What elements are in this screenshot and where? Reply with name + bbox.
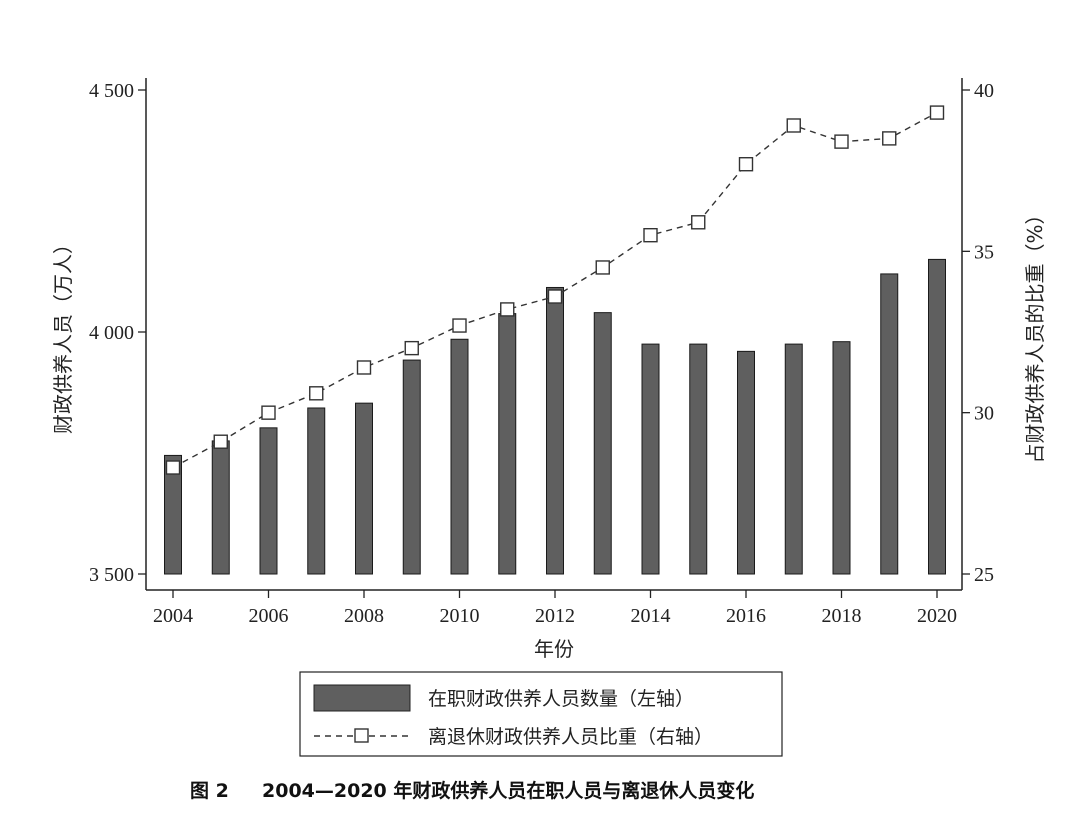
right-axis-title: 占财政供养人员的比重（%） <box>1023 204 1047 463</box>
ratio-point-2008 <box>356 360 372 375</box>
bar-2012 <box>546 286 564 575</box>
right-tick-label: 35 <box>974 241 994 263</box>
ratio-point-2013 <box>595 260 610 275</box>
ratio-point-2010 <box>452 318 467 333</box>
bar-2006 <box>259 427 278 575</box>
ratio-point-2016 <box>738 157 754 172</box>
bar-2004 <box>164 454 182 575</box>
x-tick-label: 2014 <box>631 605 671 627</box>
right-axis-ticks: 25 30 35 40 <box>962 80 994 586</box>
bar-2020 <box>928 258 946 575</box>
x-tick-label: 2012 <box>535 605 575 627</box>
bar-2009 <box>402 359 421 575</box>
left-tick-label: 4 500 <box>89 80 134 102</box>
ratio-point-2014 <box>643 227 658 243</box>
ratio-point-2020 <box>929 105 945 120</box>
x-tick-label: 2006 <box>249 605 289 627</box>
legend-bar-label: 在职财政供养人员数量（左轴） <box>428 688 694 710</box>
bar-2017 <box>784 343 803 575</box>
ratio-point-2011 <box>500 302 515 317</box>
legend-bar-swatch <box>313 684 411 712</box>
x-axis-ticks: 2004 2006 2008 2010 2012 2014 2016 2018 2020 <box>153 590 957 627</box>
ratio-point-2004 <box>165 460 181 475</box>
x-tick-label: 2004 <box>153 605 193 627</box>
x-tick-label: 2008 <box>344 605 384 627</box>
figure-number: 图 2 <box>190 780 229 802</box>
bar-2008 <box>355 402 373 575</box>
right-tick-label: 40 <box>974 80 994 102</box>
bar-2016 <box>737 350 755 575</box>
ratio-point-2005 <box>213 434 228 449</box>
bar-2010 <box>450 338 469 575</box>
figure-caption: 2004—2020 年财政供养人员在职人员与离退休人员变化 <box>262 779 754 802</box>
bar-2019 <box>880 273 899 575</box>
bar-2005 <box>211 440 230 575</box>
legend-line-marker <box>354 728 369 743</box>
bar-2013 <box>593 312 612 575</box>
left-axis-title: 财政供养人员（万人） <box>51 234 75 434</box>
bar-series <box>164 258 946 575</box>
legend-line-label: 离退休财政供养人员比重（右轴） <box>428 726 713 748</box>
right-tick-label: 30 <box>974 403 994 425</box>
bar-2015 <box>689 343 708 575</box>
line-series <box>165 105 945 475</box>
x-tick-label: 2020 <box>917 605 957 627</box>
bar-2007 <box>307 407 326 575</box>
left-axis-ticks: 3 500 4 000 4 500 <box>89 80 146 586</box>
ratio-point-2017 <box>786 118 801 133</box>
ratio-point-2019 <box>882 131 897 146</box>
ratio-point-2015 <box>691 215 706 230</box>
ratio-point-2007 <box>309 386 324 401</box>
plot-area <box>145 78 963 591</box>
bar-2014 <box>641 343 660 575</box>
x-tick-label: 2010 <box>440 605 480 627</box>
bar-2011 <box>498 313 517 575</box>
x-axis-title: 年份 <box>534 637 574 661</box>
x-tick-label: 2018 <box>822 605 862 627</box>
x-tick-label: 2016 <box>726 605 766 627</box>
ratio-point-2009 <box>404 340 419 356</box>
ratio-point-2018 <box>834 134 849 149</box>
right-tick-label: 25 <box>974 564 994 586</box>
ratio-point-2012 <box>547 289 563 304</box>
bar-2018 <box>832 341 851 575</box>
left-tick-label: 4 000 <box>89 322 134 344</box>
ratio-point-2006 <box>261 405 276 420</box>
left-tick-label: 3 500 <box>89 564 134 586</box>
legend: 在职财政供养人员数量（左轴） 离退休财政供养人员比重（右轴） <box>299 671 783 757</box>
